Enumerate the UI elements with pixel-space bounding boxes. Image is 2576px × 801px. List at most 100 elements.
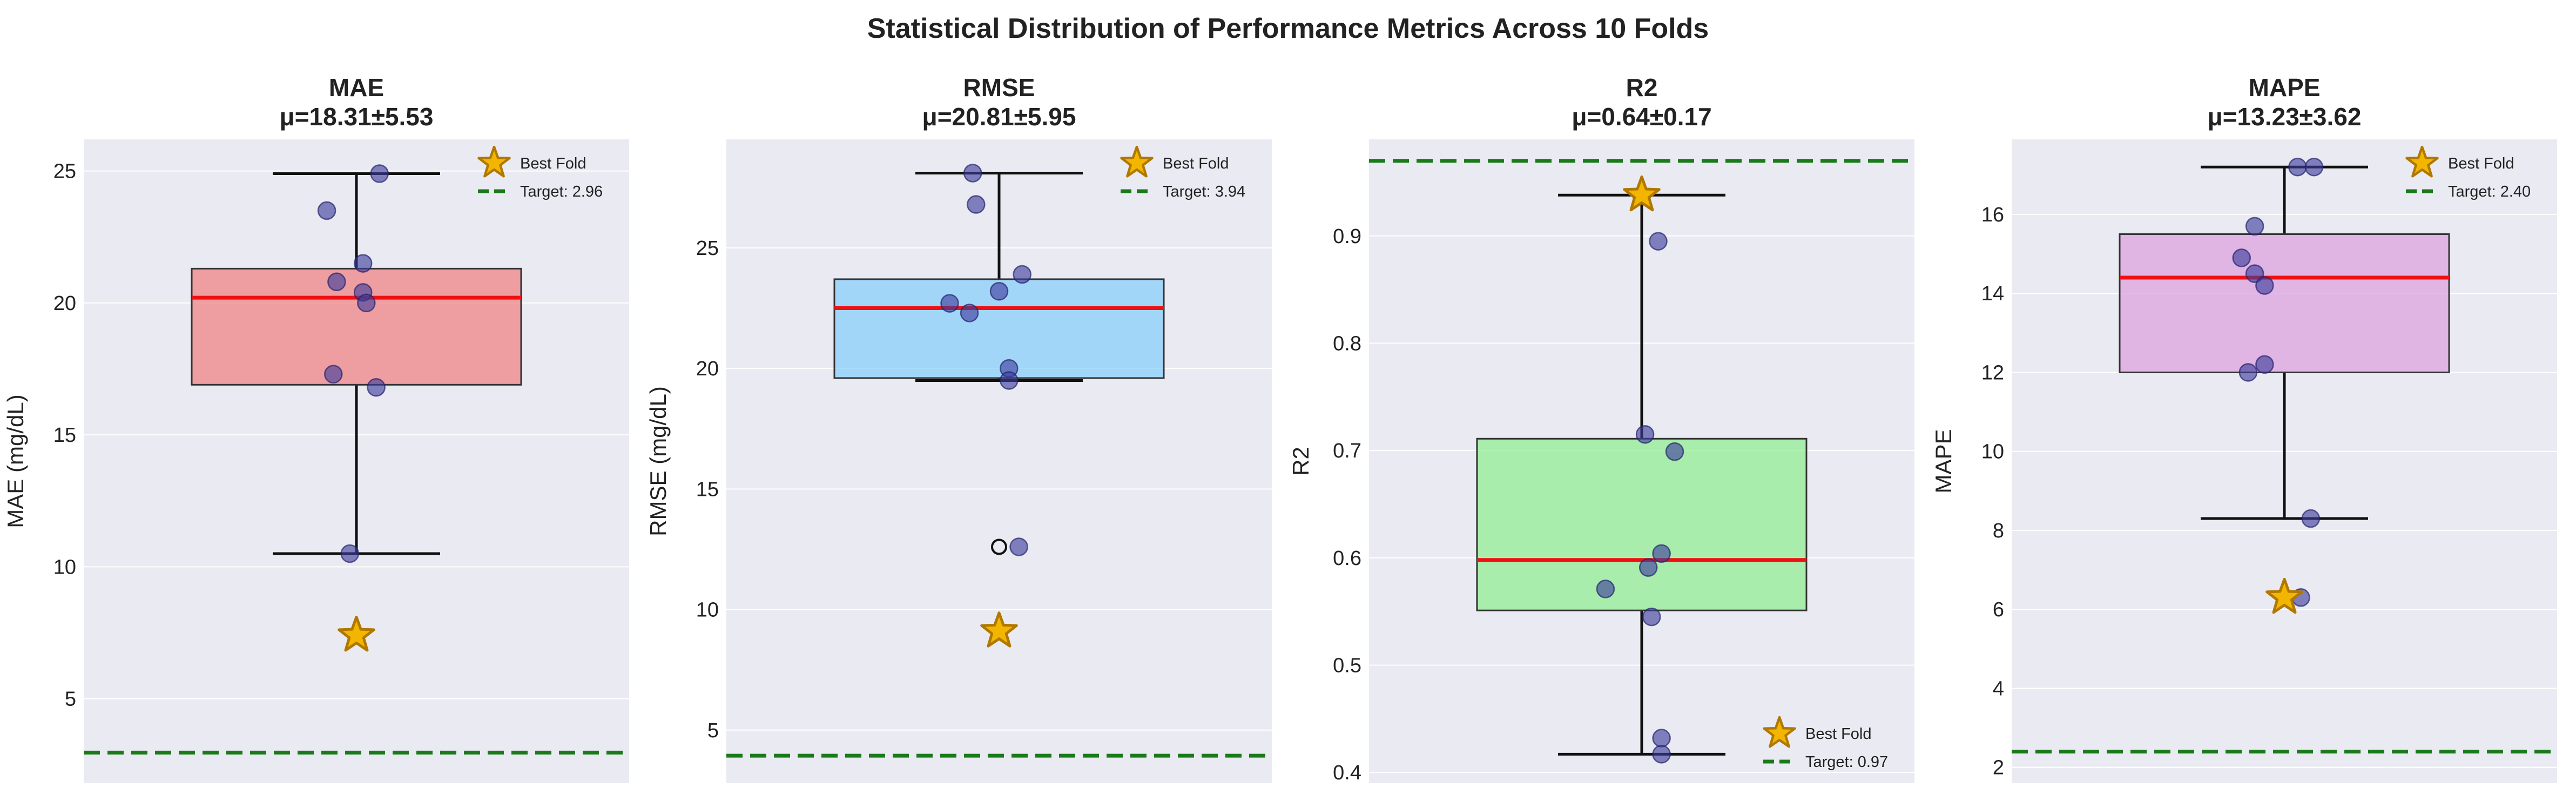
y-tick-label: 16: [1981, 204, 2004, 226]
fold-point: [2245, 264, 2264, 283]
legend: Best Fold Target: 0.97: [1763, 716, 1888, 771]
box-iqr: [1476, 437, 1808, 611]
box-iqr: [2119, 233, 2450, 373]
legend-target-label: Target: 3.94: [1163, 183, 1245, 200]
legend-best-label: Best Fold: [2448, 155, 2514, 172]
legend: Best Fold Target: 2.40: [2405, 145, 2531, 200]
fold-point: [960, 304, 979, 322]
legend: Best Fold Target: 3.94: [1120, 145, 1245, 200]
subplot-title: R2: [1626, 73, 1658, 102]
legend-target-label: Target: 2.96: [520, 183, 603, 200]
y-tick-label: 20: [53, 292, 76, 315]
outlier-marker: [991, 539, 1007, 555]
legend-star-icon: [2405, 145, 2439, 178]
fold-point: [1649, 232, 1668, 251]
legend-target-label: Target: 0.97: [1805, 753, 1888, 771]
legend-best-label: Best Fold: [1805, 725, 1872, 743]
fold-point: [940, 294, 959, 313]
fold-point: [1638, 558, 1658, 577]
y-tick-label: 0.5: [1333, 654, 1361, 677]
subplot-subtitle: μ=18.31±5.53: [280, 103, 434, 131]
fold-point: [2232, 248, 2251, 267]
y-tick-label: 0.8: [1333, 332, 1361, 355]
fold-point: [327, 272, 346, 292]
y-axis-label: RMSE (mg/dL): [645, 386, 671, 536]
y-tick-label: 8: [1993, 520, 2004, 542]
fold-point: [963, 164, 982, 183]
legend-star-icon: [477, 145, 511, 178]
y-tick-label: 0.9: [1333, 225, 1361, 248]
subplot-title: MAE: [329, 73, 384, 102]
y-tick-label: 20: [696, 358, 719, 380]
fold-point: [2245, 217, 2264, 236]
y-tick-label: 0.6: [1333, 547, 1361, 570]
fold-point: [324, 365, 343, 384]
figure-title: Statistical Distribution of Performance …: [867, 13, 1709, 44]
y-axis-label: MAPE: [1931, 429, 1956, 493]
best-fold-star: [2265, 577, 2303, 614]
y-tick-label: 12: [1981, 361, 2004, 384]
y-tick-label: 25: [53, 160, 76, 183]
y-tick-label: 2: [1993, 757, 2004, 779]
fold-point: [367, 378, 386, 397]
y-tick-label: 0.7: [1333, 440, 1361, 462]
fold-point: [1000, 371, 1019, 390]
best-fold-star: [338, 615, 375, 652]
y-tick-label: 15: [53, 424, 76, 447]
subplot-title: RMSE: [963, 73, 1035, 102]
fold-point: [1009, 537, 1028, 556]
fold-point: [989, 282, 1009, 301]
y-tick-label: 10: [696, 599, 719, 622]
y-tick-label: 5: [65, 688, 76, 711]
y-tick-label: 14: [1981, 282, 2004, 305]
y-axis-label: MAE (mg/dL): [3, 394, 28, 528]
fold-point: [967, 195, 986, 214]
legend: Best Fold Target: 2.96: [477, 145, 603, 200]
y-tick-label: 10: [1981, 441, 2004, 463]
fold-point: [1652, 745, 1671, 764]
legend-star-icon: [1120, 145, 1154, 178]
subplot-title: MAPE: [2249, 73, 2321, 102]
legend-star-icon: [1763, 716, 1796, 748]
legend-best-label: Best Fold: [520, 155, 586, 172]
fold-point: [2255, 276, 2274, 295]
y-tick-label: 25: [696, 237, 719, 260]
subplot-subtitle: μ=0.64±0.17: [1572, 103, 1711, 131]
fold-point: [2238, 363, 2258, 382]
fold-point: [1642, 607, 1661, 627]
best-fold-star: [980, 611, 1018, 648]
fold-point: [317, 201, 336, 220]
legend-best-label: Best Fold: [1163, 155, 1229, 172]
fold-point: [1013, 265, 1031, 284]
y-axis-label: R2: [1288, 447, 1313, 476]
y-tick-label: 6: [1993, 598, 2004, 621]
subplot-subtitle: μ=20.81±5.95: [922, 103, 1076, 131]
best-fold-star: [1623, 175, 1661, 212]
y-tick-label: 4: [1993, 677, 2004, 700]
fold-point: [370, 164, 389, 183]
y-tick-label: 5: [707, 719, 719, 742]
fold-point: [353, 254, 373, 273]
y-tick-label: 0.4: [1333, 762, 1361, 784]
fold-point: [2301, 509, 2321, 528]
fold-point: [1652, 544, 1671, 563]
y-tick-label: 15: [696, 478, 719, 501]
y-tick-label: 10: [53, 556, 76, 578]
fold-point: [1596, 580, 1615, 598]
fold-point: [1635, 425, 1655, 444]
fold-point: [2255, 355, 2274, 374]
fold-point: [1665, 442, 1684, 461]
fold-point: [1652, 729, 1671, 748]
subplot-subtitle: μ=13.23±3.62: [2208, 103, 2362, 131]
fold-point: [2288, 157, 2307, 177]
fold-point: [357, 293, 376, 313]
fold-point: [340, 544, 360, 563]
legend-target-label: Target: 2.40: [2448, 183, 2531, 200]
fold-point: [2304, 157, 2324, 177]
